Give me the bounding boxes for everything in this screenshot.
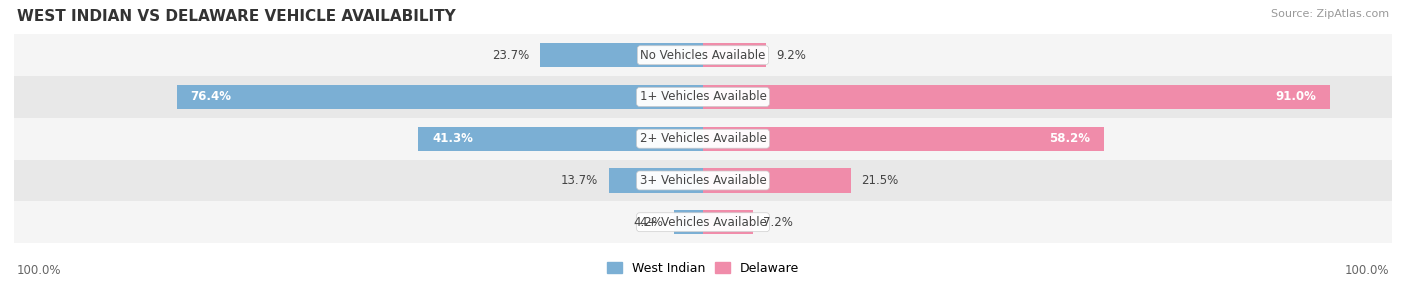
Bar [673, 210, 703, 234]
Bar [14, 76, 1392, 118]
Bar [703, 210, 752, 234]
Text: 4+ Vehicles Available: 4+ Vehicles Available [640, 216, 766, 229]
Bar [419, 127, 703, 151]
Text: 2+ Vehicles Available: 2+ Vehicles Available [640, 132, 766, 145]
Bar [14, 160, 1392, 201]
Text: 9.2%: 9.2% [776, 49, 807, 62]
Text: 23.7%: 23.7% [492, 49, 530, 62]
Bar [703, 127, 1104, 151]
Legend: West Indian, Delaware: West Indian, Delaware [602, 257, 804, 280]
Text: 58.2%: 58.2% [1049, 132, 1090, 145]
Text: No Vehicles Available: No Vehicles Available [640, 49, 766, 62]
Bar [177, 85, 703, 109]
Text: 1+ Vehicles Available: 1+ Vehicles Available [640, 90, 766, 104]
Bar [703, 43, 766, 67]
Text: 13.7%: 13.7% [561, 174, 599, 187]
Text: 76.4%: 76.4% [190, 90, 232, 104]
Text: 3+ Vehicles Available: 3+ Vehicles Available [640, 174, 766, 187]
Text: WEST INDIAN VS DELAWARE VEHICLE AVAILABILITY: WEST INDIAN VS DELAWARE VEHICLE AVAILABI… [17, 9, 456, 23]
Bar [703, 85, 1330, 109]
Text: 91.0%: 91.0% [1275, 90, 1316, 104]
Text: 21.5%: 21.5% [862, 174, 898, 187]
Bar [703, 168, 851, 192]
Bar [14, 118, 1392, 160]
Bar [14, 34, 1392, 76]
Text: 100.0%: 100.0% [17, 265, 62, 277]
Bar [609, 168, 703, 192]
Text: 41.3%: 41.3% [432, 132, 474, 145]
Text: 7.2%: 7.2% [763, 216, 793, 229]
Text: 100.0%: 100.0% [1344, 265, 1389, 277]
Bar [540, 43, 703, 67]
Bar [14, 201, 1392, 243]
Text: 4.2%: 4.2% [634, 216, 664, 229]
Text: Source: ZipAtlas.com: Source: ZipAtlas.com [1271, 9, 1389, 19]
